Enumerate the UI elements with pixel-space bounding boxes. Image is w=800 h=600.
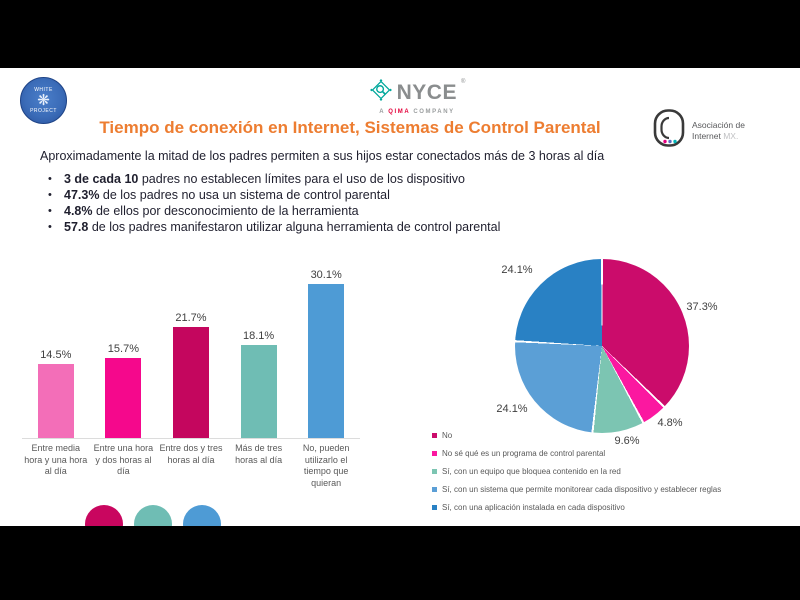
- bar-category-label: Más de tres horas al día: [235, 443, 283, 465]
- legend-swatch: [432, 505, 437, 510]
- bar: [105, 357, 142, 438]
- legend-item: Sí, con un equipo que bloquea contenido …: [432, 467, 721, 476]
- pie-slice-label: 24.1%: [501, 264, 533, 276]
- bar-value-label: 14.5%: [40, 348, 72, 361]
- bullet-item: 4.8% de ellos por desconocimiento de la …: [46, 203, 686, 219]
- bar: [37, 363, 74, 438]
- decor-circle: [85, 505, 123, 526]
- intro-text: Aproximadamente la mitad de los padres p…: [40, 149, 605, 163]
- bar-category-label: Entre dos y tres horas al día: [159, 443, 223, 465]
- legend-label: No sé qué es un programa de control pare…: [442, 449, 606, 458]
- decor-circle: [183, 505, 221, 526]
- pie-slice-label: 9.6%: [614, 435, 640, 447]
- legend-swatch: [432, 451, 437, 456]
- legend-item: Sí, con un sistema que permite monitorea…: [432, 485, 721, 494]
- pie-chart: [515, 259, 689, 433]
- bar-chart-category-axis: Entre media hora y una hora al día Entre …: [22, 439, 360, 490]
- legend-label: Sí, con un sistema que permite monitorea…: [442, 485, 722, 494]
- bar-value-label: 21.7%: [175, 311, 207, 324]
- presentation-slide: WHITE ❋ PROJECT NYCE ® A QIMA: [0, 68, 800, 526]
- bullet-item: 57.8 de los padres manifestaron utilizar…: [46, 219, 686, 235]
- bar-value-label: 18.1%: [242, 330, 275, 343]
- bar-column: 15.7%: [90, 343, 158, 438]
- nyce-logo: NYCE ® A QIMA COMPANY: [352, 78, 482, 115]
- bullet-item: 3 de cada 10 padres no establecen límite…: [46, 171, 686, 187]
- bar-column: 30.1%: [292, 269, 360, 438]
- pie-slice-label: 4.8%: [657, 417, 683, 429]
- legend-item: Sí, con una aplicación instalada en cada…: [432, 503, 721, 512]
- internet-mx-icon: [652, 108, 686, 153]
- badge-bottom-text: PROJECT: [30, 108, 57, 114]
- legend-label: Sí, con un equipo que bloquea contenido …: [442, 467, 621, 476]
- pie-slice-label: 37.3%: [686, 301, 718, 313]
- legend-item: No sé qué es un programa de control pare…: [432, 449, 721, 458]
- legend-label: Sí, con una aplicación instalada en cada…: [442, 503, 625, 512]
- internet-mx-logo: Asociación de Internet MX.: [652, 108, 745, 153]
- bullet-list: 3 de cada 10 padres no establecen límite…: [46, 171, 686, 235]
- legend-item: No: [432, 431, 721, 440]
- white-project-badge: WHITE ❋ PROJECT: [20, 77, 67, 124]
- legend-swatch: [432, 469, 437, 474]
- bar-chart: 14.5% 15.7% 21.7% 18.1% 30.1% Entre media ho…: [22, 265, 360, 490]
- bar-value-label: 15.7%: [107, 342, 139, 355]
- bar: [240, 345, 277, 438]
- legend-swatch: [432, 487, 437, 492]
- nyce-tagline: A QIMA COMPANY: [379, 109, 455, 115]
- page-title: Tiempo de conexión en Internet, Sistemas…: [99, 118, 601, 137]
- bar-column: 18.1%: [225, 330, 293, 438]
- pie-legend: No No sé qué es un programa de control pa…: [432, 431, 721, 521]
- snowflake-icon: ❋: [37, 92, 50, 109]
- internet-mx-wordmark: Asociación de Internet MX.: [692, 120, 745, 141]
- bar-chart-plot-area: 14.5% 15.7% 21.7% 18.1% 30.1%: [22, 265, 360, 439]
- registered-mark: ®: [460, 79, 466, 85]
- bar-value-label: 30.1%: [310, 268, 342, 281]
- bar-category-label: Entre media hora y una hora al día: [24, 443, 88, 477]
- bar-category-label: Entre una hora y dos horas al día: [93, 443, 154, 477]
- badge-top-text: WHITE: [34, 87, 53, 93]
- bar-column: 21.7%: [157, 312, 225, 438]
- legend-swatch: [432, 433, 437, 438]
- bullet-item: 47.3% de los padres no usa un sistema de…: [46, 187, 686, 203]
- nyce-wordmark: NYCE: [396, 80, 457, 104]
- nyce-magnifier-icon: [369, 78, 393, 107]
- bar: [172, 326, 209, 438]
- legend-label: No: [442, 431, 453, 440]
- pie-slice-label: 24.1%: [496, 403, 528, 415]
- bar: [308, 283, 345, 438]
- bar-category-label: No, pueden utilizarlo el tiempo que quie…: [302, 443, 350, 489]
- bar-column: 14.5%: [22, 349, 90, 438]
- decor-circle: [134, 505, 172, 526]
